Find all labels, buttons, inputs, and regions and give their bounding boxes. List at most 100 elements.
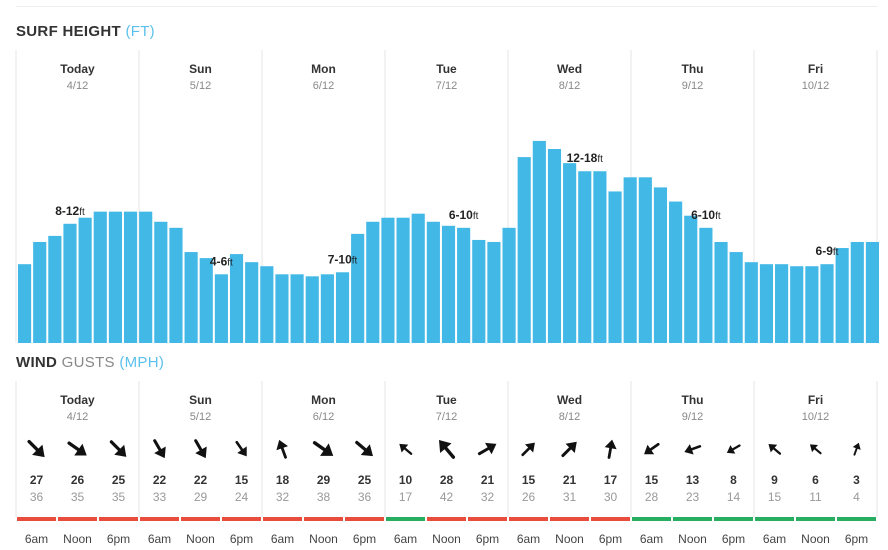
surf-bar: [457, 227, 471, 343]
surf-range-label: 6-10ft: [449, 208, 479, 222]
surf-bar: [123, 211, 138, 343]
surf-bar: [835, 248, 849, 343]
surf-bar: [381, 217, 395, 343]
surf-bar: [18, 264, 32, 343]
surf-bar: [699, 227, 713, 343]
surf-bar: [517, 157, 531, 343]
surf-bar: [623, 177, 637, 343]
surf-bar: [532, 140, 546, 343]
surf-bar: [472, 239, 486, 343]
surf-height-title: SURF HEIGHT (FT): [16, 23, 155, 40]
surf-range-label: 6-10ft: [691, 208, 721, 222]
surf-bar: [426, 221, 440, 343]
surf-bar: [638, 177, 652, 343]
surf-range-unit: ft: [352, 255, 358, 266]
surf-range-label: 6-9ft: [816, 244, 839, 258]
surf-bar: [593, 171, 607, 343]
surf-bar: [139, 211, 153, 343]
wind-title-subtitle: GUSTS: [61, 354, 115, 371]
surf-range-unit: ft: [715, 211, 721, 222]
surf-bar: [290, 274, 304, 343]
surf-bar: [653, 187, 668, 343]
surf-title-text: SURF HEIGHT: [16, 23, 121, 40]
surf-day-name: Sun: [189, 62, 212, 76]
surf-bar: [502, 227, 516, 343]
surf-bar: [487, 241, 501, 343]
surf-bar: [169, 227, 183, 343]
surf-bar: [396, 217, 410, 343]
surf-day-name: Wed: [557, 62, 582, 76]
surf-bar: [245, 262, 259, 343]
surf-bar: [63, 223, 77, 343]
surf-range-label: 8-12ft: [55, 204, 85, 218]
surf-range-value: 4-6: [210, 254, 228, 268]
wind-title-text: WIND: [16, 354, 58, 371]
wind-title-unit: (MPH): [119, 354, 165, 371]
surf-bar: [305, 276, 319, 343]
surf-bar: [411, 213, 425, 343]
surf-bar: [775, 264, 789, 343]
surf-bar: [563, 163, 577, 343]
surf-range-label: 12-18ft: [567, 151, 603, 165]
surf-bar: [669, 201, 683, 343]
surf-range-unit: ft: [833, 247, 839, 258]
surf-bar: [820, 264, 834, 343]
surf-range-unit: ft: [473, 211, 479, 222]
surf-bar: [805, 266, 819, 343]
surf-day-date: 8/12: [559, 80, 580, 92]
surf-day-date: 9/12: [682, 80, 703, 92]
surf-bar: [154, 221, 168, 343]
surf-range-value: 6-10: [691, 208, 715, 222]
surf-bar: [93, 211, 107, 343]
surf-bar: [578, 171, 592, 343]
surf-day-date: 5/12: [190, 80, 211, 92]
surf-day-name: Today: [60, 62, 95, 76]
surf-day-date: 7/12: [436, 80, 457, 92]
surf-bar: [320, 274, 334, 343]
surf-range-label: 4-6ft: [210, 254, 233, 268]
surf-bar: [33, 241, 47, 343]
surf-bar: [78, 217, 92, 343]
surf-bar: [275, 274, 289, 343]
surf-day-name: Tue: [436, 62, 457, 76]
surf-bar: [48, 235, 62, 343]
surf-day-date: 6/12: [313, 80, 334, 92]
surf-day-name: Mon: [311, 62, 336, 76]
surf-day-date: 10/12: [802, 80, 830, 92]
surf-bar: [214, 274, 228, 343]
surf-bar: [184, 252, 198, 343]
surf-bar: [850, 241, 864, 343]
surf-day-name: Fri: [808, 62, 823, 76]
surf-title-unit: (FT): [125, 23, 155, 40]
surf-bar: [729, 252, 743, 343]
surf-bar: [366, 221, 380, 343]
surf-range-unit: ft: [227, 257, 233, 268]
surf-bar: [108, 211, 122, 343]
surf-bar: [759, 264, 774, 343]
top-divider: [16, 6, 878, 7]
surf-range-value: 6-9: [816, 244, 834, 258]
surf-bar: [684, 215, 698, 343]
surf-range-value: 12-18: [567, 151, 598, 165]
wind-title: WIND GUSTS (MPH): [16, 354, 164, 371]
surf-bar: [260, 266, 274, 343]
surf-day-date: 4/12: [67, 80, 88, 92]
surf-bar: [547, 149, 562, 343]
surf-bar: [744, 262, 758, 343]
surf-range-unit: ft: [597, 154, 603, 165]
surf-bar: [199, 258, 213, 343]
surf-bar: [714, 241, 728, 343]
surf-range-unit: ft: [79, 207, 85, 218]
surf-range-value: 7-10: [328, 252, 352, 266]
surf-bar: [608, 191, 622, 343]
surf-bar: [229, 254, 244, 343]
surf-range-value: 8-12: [55, 204, 79, 218]
surf-range-value: 6-10: [449, 208, 473, 222]
surf-bar: [351, 233, 365, 343]
surf-bar: [441, 225, 456, 343]
surf-bar: [790, 266, 804, 343]
surf-range-label: 7-10ft: [328, 252, 358, 266]
surf-day-name: Thu: [682, 62, 704, 76]
surf-bar: [865, 241, 879, 343]
